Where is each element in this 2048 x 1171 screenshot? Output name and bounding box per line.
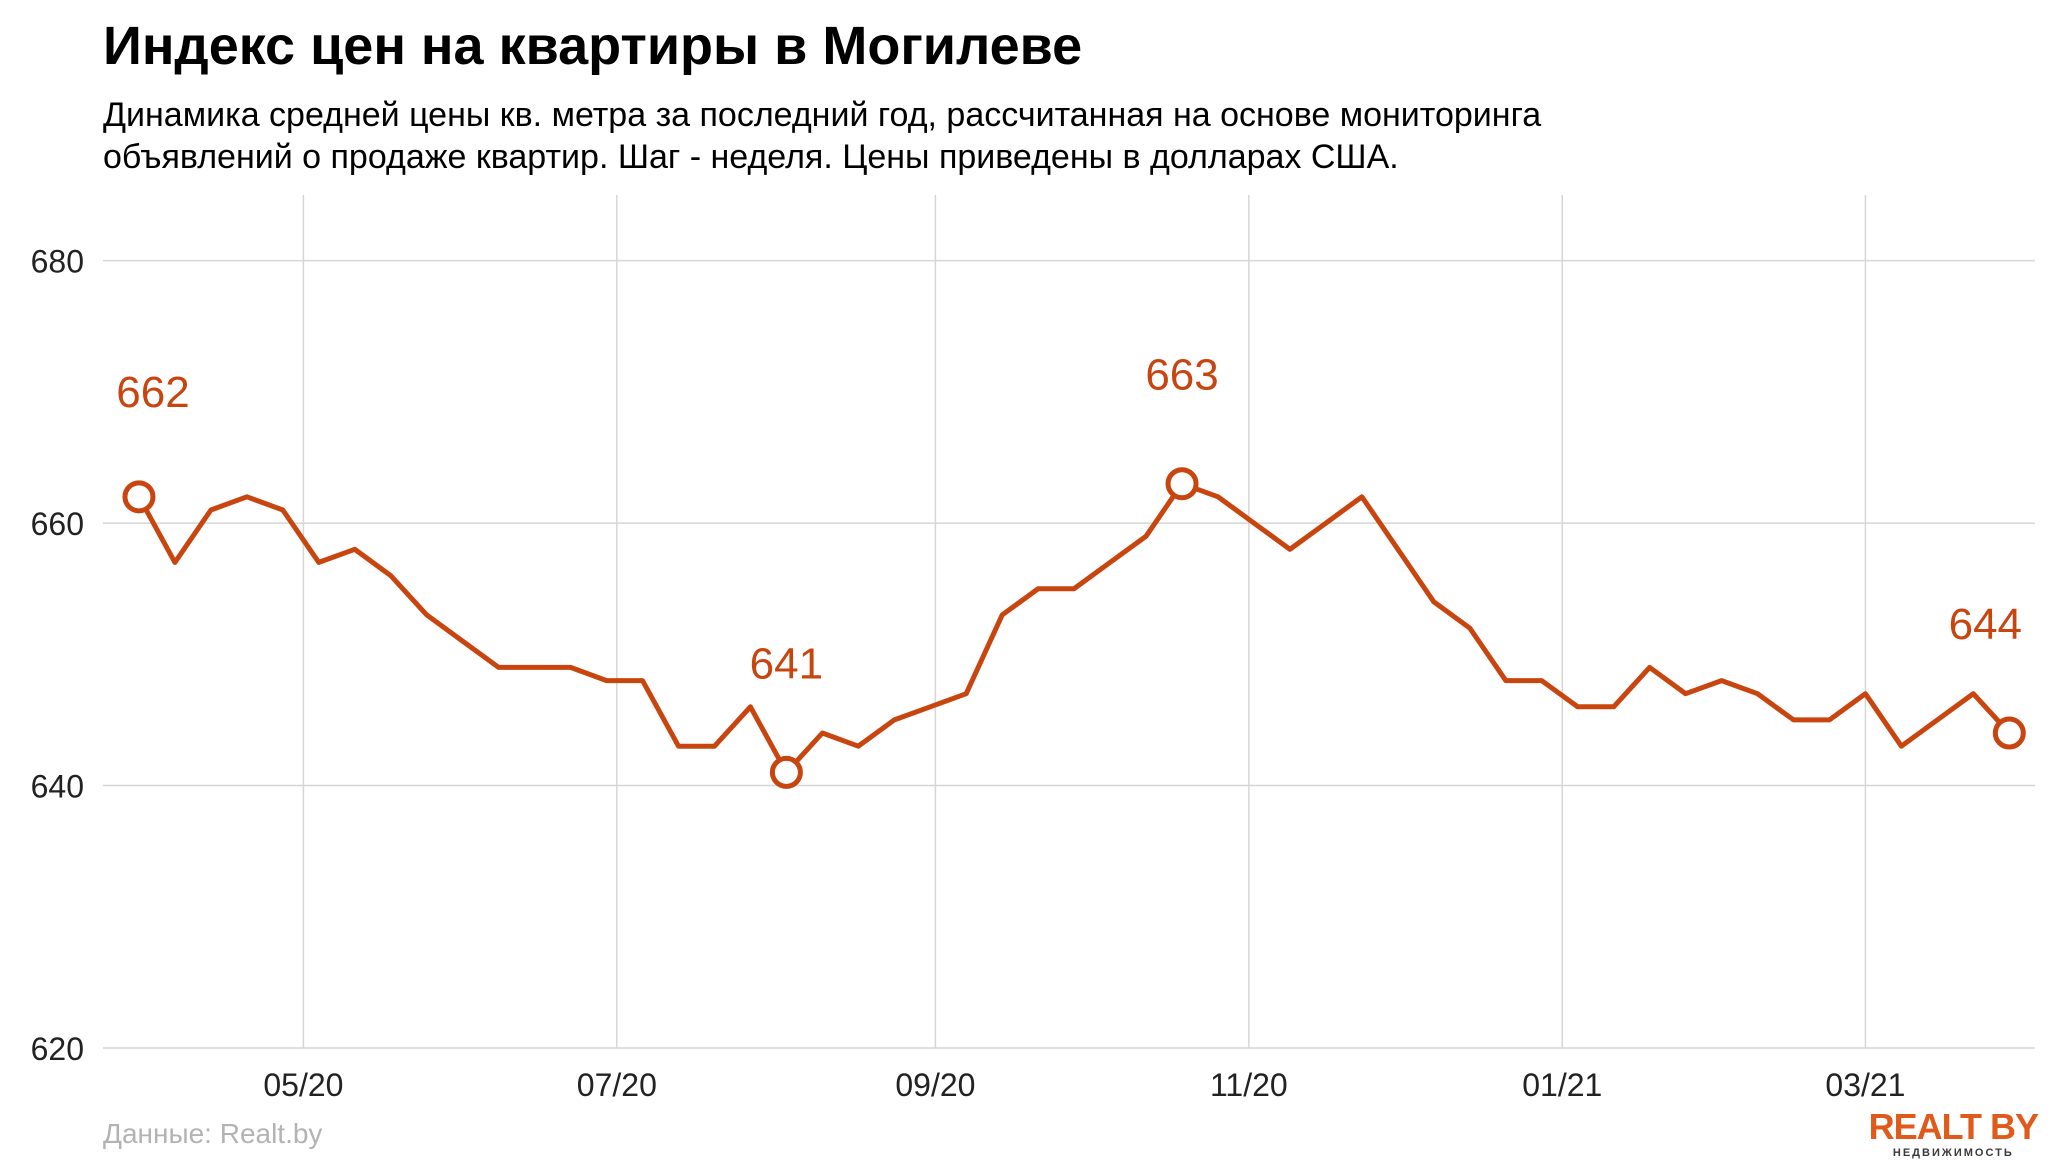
annotation-label-644: 644 <box>1949 600 2022 649</box>
y-tick-label-680: 680 <box>31 244 84 280</box>
x-tick-labels: 05/20 07/20 09/20 11/20 01/21 03/21 <box>263 1067 1905 1103</box>
logo-text: REALT BY <box>1868 1106 2039 1147</box>
subtitle-line-1: Динамика средней цены кв. метра за после… <box>103 96 1542 134</box>
series-group <box>136 481 2012 775</box>
annotation-marker-644[interactable] <box>1992 716 2026 750</box>
x-tick-label-01-21: 01/21 <box>1522 1067 1602 1103</box>
logo-subtext: НЕДВИЖИМОСТЬ <box>1892 1147 2014 1159</box>
data-source: Данные: Realt.by <box>103 1118 323 1149</box>
chart-subtitle: Динамика средней цены кв. метра за после… <box>103 94 1963 178</box>
y-tick-label-640: 640 <box>31 769 84 805</box>
series-line-0 <box>136 481 2012 775</box>
x-tick-label-05-20: 05/20 <box>263 1067 343 1103</box>
annotation-marker-662[interactable] <box>122 480 156 514</box>
x-gridlines <box>302 195 1867 1048</box>
x-tick-label-11-20: 11/20 <box>1210 1067 1288 1103</box>
y-tick-labels: 620 640 660 680 <box>31 244 84 1067</box>
x-tick-label-03-21: 03/21 <box>1825 1067 1905 1103</box>
chart-title: Индекс цен на квартиры в Могилеве <box>103 16 1083 76</box>
y-tick-label-620: 620 <box>31 1031 84 1067</box>
annotations-group: 662 641 663 644 <box>116 351 2026 789</box>
annotation-label-662: 662 <box>116 368 189 417</box>
annotation-marker-641[interactable] <box>769 755 803 789</box>
subtitle-line-2: объявлений о продаже квартир. Шаг - неде… <box>103 138 1399 176</box>
x-tick-label-09-20: 09/20 <box>895 1067 975 1103</box>
realt-logo[interactable]: REALT BY НЕДВИЖИМОСТЬ <box>1868 1106 2039 1160</box>
annotation-marker-663[interactable] <box>1165 467 1199 501</box>
y-gridlines <box>103 259 2035 1049</box>
x-tick-label-07-20: 07/20 <box>577 1067 657 1103</box>
annotation-label-641: 641 <box>750 639 823 688</box>
annotation-label-663: 663 <box>1145 351 1218 400</box>
y-tick-label-660: 660 <box>31 506 84 542</box>
